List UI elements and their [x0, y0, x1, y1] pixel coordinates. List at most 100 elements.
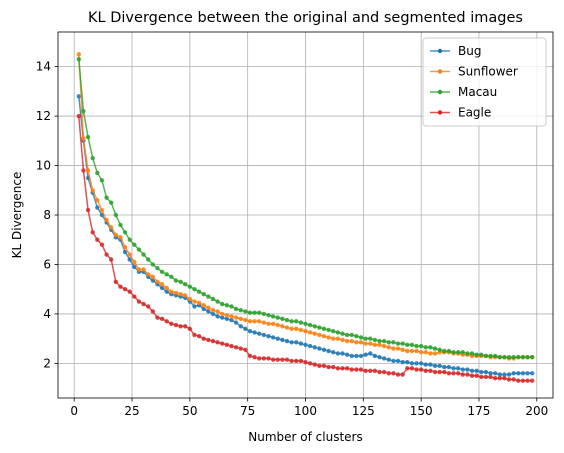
data-point-bug	[298, 341, 304, 346]
data-point-eagle	[529, 378, 535, 383]
data-point-macau	[400, 341, 405, 346]
data-point-macau	[520, 355, 526, 360]
data-point-bug	[201, 306, 206, 312]
data-point-bug	[243, 326, 248, 331]
data-point-macau	[275, 315, 280, 320]
data-point-macau	[455, 350, 461, 355]
data-point-eagle	[113, 279, 119, 284]
data-point-sunflower	[173, 290, 179, 296]
data-point-bug	[358, 353, 364, 359]
data-point-sunflower	[386, 345, 391, 350]
data-point-sunflower	[81, 136, 86, 141]
data-point-macau	[247, 310, 253, 315]
data-point-bug	[76, 94, 82, 99]
data-point-macau	[317, 325, 322, 330]
data-point-eagle	[150, 309, 156, 314]
data-point-macau	[192, 286, 197, 292]
legend-item-eagle: Eagle	[430, 106, 491, 120]
data-point-eagle	[437, 369, 442, 375]
data-point-sunflower	[210, 308, 216, 313]
data-point-sunflower	[233, 315, 239, 320]
data-point-macau	[469, 351, 475, 356]
data-point-macau	[233, 306, 239, 312]
data-point-eagle	[442, 369, 447, 375]
data-point-macau	[173, 278, 179, 283]
data-point-sunflower	[298, 327, 304, 333]
data-point-bug	[372, 353, 378, 359]
data-point-eagle	[409, 366, 415, 371]
data-point-bug	[451, 366, 456, 371]
data-point-macau	[118, 222, 123, 228]
data-point-sunflower	[243, 317, 248, 323]
data-point-eagle	[520, 378, 526, 383]
data-point-eagle	[257, 356, 262, 361]
data-point-bug	[520, 371, 526, 376]
data-point-eagle	[85, 207, 91, 213]
data-point-bug	[127, 257, 132, 262]
data-point-bug	[270, 335, 276, 340]
data-point-macau	[432, 346, 438, 351]
data-point-bug	[303, 342, 308, 348]
data-point-bug	[354, 353, 359, 359]
data-point-eagle	[187, 326, 193, 331]
data-point-sunflower	[85, 168, 91, 173]
data-point-macau	[155, 265, 160, 271]
data-point-macau	[497, 355, 502, 360]
data-point-macau	[372, 337, 378, 343]
legend-label-sunflower: Sunflower	[458, 65, 518, 79]
data-point-bug	[238, 324, 243, 329]
data-point-bug	[479, 369, 484, 375]
data-point-bug	[529, 371, 535, 376]
data-point-bug	[455, 366, 461, 371]
data-point-macau	[90, 155, 95, 161]
data-point-bug	[280, 337, 285, 343]
data-point-macau	[132, 242, 137, 247]
data-point-eagle	[492, 376, 498, 381]
data-point-macau	[270, 314, 276, 319]
data-point-eagle	[298, 358, 304, 364]
data-point-eagle	[372, 368, 378, 373]
data-point-sunflower	[141, 267, 146, 272]
data-point-sunflower	[432, 351, 438, 356]
data-point-sunflower	[409, 348, 415, 354]
data-point-sunflower	[192, 299, 197, 304]
y-axis-label: KL Divergence	[10, 172, 24, 259]
data-point-bug	[261, 332, 267, 338]
y-tick-label: 8	[43, 208, 51, 222]
x-axis: 0 25 50 75 100 125 150 175 200	[70, 398, 548, 418]
data-point-eagle	[95, 237, 100, 242]
data-point-sunflower	[428, 351, 433, 356]
data-point-eagle	[109, 257, 114, 262]
data-point-eagle	[377, 369, 382, 375]
data-point-bug	[164, 289, 169, 294]
data-point-sunflower	[164, 285, 169, 291]
data-point-bug	[132, 264, 137, 270]
data-point-macau	[418, 343, 424, 349]
data-point-bug	[437, 363, 442, 369]
data-point-bug	[400, 359, 405, 365]
legend-label-eagle: Eagle	[458, 106, 491, 120]
x-tick-label: 0	[70, 404, 78, 418]
data-point-sunflower	[423, 350, 428, 355]
data-point-bug	[506, 372, 512, 377]
data-point-bug	[150, 278, 156, 283]
data-point-macau	[474, 352, 479, 357]
data-point-macau	[423, 345, 428, 350]
data-point-macau	[229, 304, 234, 309]
data-point-eagle	[331, 364, 336, 370]
y-tick-label: 6	[43, 257, 51, 271]
data-point-sunflower	[183, 293, 188, 298]
data-point-bug	[511, 371, 516, 376]
data-point-eagle	[312, 362, 317, 367]
data-point-macau	[321, 326, 327, 331]
data-point-macau	[492, 353, 498, 359]
data-point-eagle	[252, 355, 257, 360]
data-point-bug	[446, 364, 452, 370]
data-point-sunflower	[303, 329, 308, 334]
data-point-eagle	[99, 242, 105, 247]
data-point-eagle	[233, 345, 239, 350]
data-point-bug	[159, 285, 165, 291]
data-point-sunflower	[247, 319, 253, 324]
data-point-bug	[414, 361, 419, 366]
